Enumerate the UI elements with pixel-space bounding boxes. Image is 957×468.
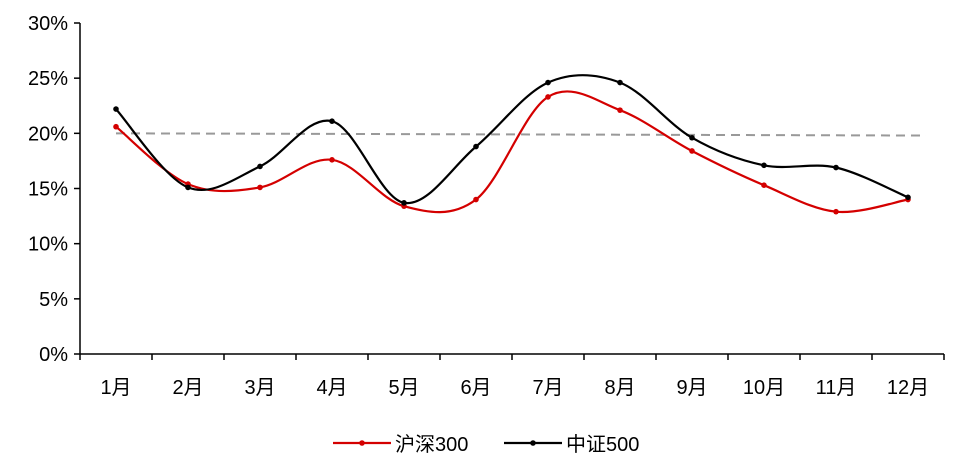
x-tick-label: 8月: [604, 377, 635, 399]
y-tick-label: 15%: [28, 179, 68, 201]
legend-marker-1: [530, 440, 536, 446]
series-point-1: [617, 79, 623, 86]
series-point-0: [113, 123, 119, 130]
series-point-1: [905, 194, 911, 201]
series-point-0: [545, 94, 551, 100]
x-tick-label: 10月: [743, 377, 785, 399]
series-point-0: [617, 107, 623, 113]
axes: 0% 5% 10% 15% 20% 25% 30% 1月 2月 3月 4月 5月 6月 7月 8月 9月 10月…: [28, 13, 945, 399]
reference-line-group: [115, 132, 927, 137]
series-line-1: [115, 74, 909, 205]
y-tick-label: 30%: [28, 13, 68, 35]
series-point-0: [257, 184, 263, 191]
series-point-1: [761, 162, 767, 169]
series-line-0: [115, 90, 909, 214]
series-point-1: [329, 118, 335, 124]
x-tick-label: 4月: [316, 377, 347, 399]
y-tick-label: 10%: [28, 234, 68, 256]
series-point-1: [545, 79, 551, 86]
series-point-1: [257, 163, 263, 170]
legend-marker-0: [359, 440, 365, 446]
series-point-1: [401, 200, 407, 206]
y-tick-label: 20%: [28, 123, 68, 145]
series-point-1: [833, 164, 839, 171]
x-tick-label: 3月: [244, 377, 275, 399]
x-tick-label: 5月: [388, 377, 419, 399]
x-tick-label: 9月: [676, 377, 707, 399]
reference-line: [115, 132, 927, 137]
series-group: [113, 74, 911, 215]
series-point-1: [185, 184, 191, 191]
y-tick-label: 0%: [39, 344, 68, 366]
series-point-0: [473, 196, 479, 203]
x-tick-label: 2月: [172, 377, 203, 399]
x-tick-label: 1月: [100, 377, 131, 399]
series-point-1: [113, 106, 119, 112]
series-point-0: [689, 148, 695, 154]
y-tick-label: 25%: [28, 68, 68, 90]
series-point-1: [689, 134, 695, 141]
series-point-0: [761, 182, 767, 188]
x-tick-label: 12月: [887, 377, 929, 399]
legend-label-0: 沪深300: [395, 433, 468, 456]
series-point-0: [329, 157, 335, 163]
x-tick-label: 11月: [816, 377, 857, 399]
legend-label-1: 中证500: [566, 433, 639, 456]
series-point-0: [833, 208, 839, 215]
x-tick-label: 6月: [460, 377, 491, 399]
y-tick-label: 5%: [39, 289, 68, 311]
x-tick-label: 7月: [532, 377, 563, 399]
series-point-1: [473, 143, 479, 150]
legend: 沪深300 中证500: [333, 433, 639, 456]
